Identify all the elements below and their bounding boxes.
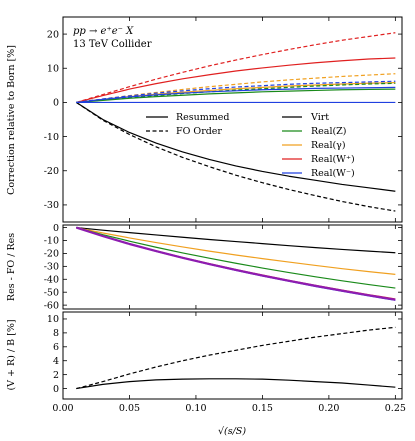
legend-label-resummed: Resummed [176, 112, 230, 123]
panel-middle-xticks [62, 225, 396, 309]
series-line-real-w-plus-real-w-minus [75, 226, 396, 301]
x-tick-label: 0.00 [52, 403, 73, 414]
panel-bottom-yticks: 0 2 4 6 8 10 [47, 314, 402, 395]
y-tick-label: -30 [44, 262, 59, 273]
panel-middle-yticks: 0 -10 -20 -30-40 -50 -60 [44, 223, 402, 311]
y-tick-label: 2 [53, 370, 59, 381]
legend-entry-real-w-minus: Real(W⁻) [282, 168, 355, 179]
y-axis-label-middle: Res - FO / Res [6, 233, 17, 301]
x-axis-label: √(s/S) [218, 426, 246, 437]
series-line-real-w-plus [76, 57, 396, 104]
y-tick-label: -50 [44, 287, 59, 298]
annotation-collider: 13 TeV Collider [73, 39, 152, 50]
series-line-real-w-minus [76, 227, 396, 301]
y-tick-label: -10 [44, 236, 59, 247]
legend-label-real-w-plus: Real(W⁺) [311, 154, 355, 165]
series-line-fo-order-fo [76, 326, 396, 390]
legend-entry-real-gamma: Real(γ) [282, 140, 346, 151]
panel-bottom-frame [62, 311, 403, 400]
panel-middle-frame [62, 224, 403, 310]
panel-top-series [75, 32, 396, 212]
series-line-real-gamma [76, 226, 396, 275]
panel-top: -30 -20 -10 0 10 20 pp → e⁺e⁻ X 13 TeV Collid… [6, 16, 403, 223]
panel-top-yticks: -30 -20 -10 0 10 20 [44, 29, 402, 211]
legend: Resummed FO Order Virt Real(Z) Real(γ) R… [146, 112, 355, 179]
series-line-real-w-minus [76, 86, 396, 104]
y-tick-label: -10 [44, 132, 59, 143]
y-axis-label-bottom: (V + R) / B [%] [6, 319, 17, 390]
y-tick-label: -20 [44, 166, 59, 177]
x-tick-label: 0.10 [185, 403, 206, 414]
y-tick-label: 10 [47, 314, 59, 325]
x-tick-label: 0.20 [318, 403, 339, 414]
x-tick-label: 0.25 [385, 403, 406, 414]
series-line-virt [75, 101, 396, 192]
panel-top-frame [62, 16, 403, 223]
series-line-virt-fo [75, 101, 396, 212]
legend-entry-virt: Virt [282, 112, 329, 123]
y-tick-label: -20 [44, 249, 59, 260]
panel-bottom: 0 2 4 6 8 10 0.00 0.05 0.10 0.15 0.20 0.25 (V + R)… [6, 311, 406, 437]
y-tick-label: 8 [53, 328, 59, 339]
series-line-real-w-minus-fo [76, 80, 396, 104]
legend-label-virt: Virt [310, 112, 329, 123]
series-line-virt [76, 226, 396, 254]
y-tick-label: 0 [53, 98, 59, 109]
series-line-resummed [76, 378, 396, 390]
legend-label-real-w-minus: Real(W⁻) [311, 168, 355, 179]
x-tick-label: 0.15 [252, 403, 273, 414]
panel-bottom-series [76, 326, 396, 390]
annotation-process: pp → e⁺e⁻ X [73, 26, 134, 37]
legend-entry-real-w-plus: Real(W⁺) [282, 154, 355, 165]
panel-top-xticks [62, 17, 396, 222]
legend-entry-resummed: Resummed [146, 112, 230, 123]
y-axis-label-top: Correction relative to Born [%] [6, 45, 17, 195]
legend-label-real-gamma: Real(γ) [311, 140, 346, 151]
legend-entry-fo-order: FO Order [146, 126, 222, 137]
x-tick-label: 0.05 [119, 403, 140, 414]
legend-label-real-z: Real(Z) [311, 126, 347, 137]
y-tick-label: -40 [44, 274, 59, 285]
y-tick-label: 0 [53, 223, 59, 234]
series-line-real-z-fo [76, 82, 396, 104]
series-line-real-z [76, 227, 396, 289]
panel-middle-series [75, 226, 396, 301]
panel-bottom-xticks: 0.00 0.05 0.10 0.15 0.20 0.25 [52, 312, 406, 414]
y-tick-label: -60 [44, 300, 59, 311]
y-tick-label: 0 [53, 384, 59, 395]
legend-label-fo-order: FO Order [176, 126, 222, 137]
series-line-real-w-plus-fo [76, 32, 396, 103]
y-tick-label: 6 [53, 342, 59, 353]
y-tick-label: 4 [53, 356, 59, 367]
y-tick-label: 10 [47, 63, 59, 74]
panel-middle: 0 -10 -20 -30-40 -50 -60 Res - FO / Res [6, 223, 403, 311]
series-line-real-z [76, 88, 396, 104]
legend-entry-real-z: Real(Z) [282, 126, 347, 137]
y-tick-label: 20 [47, 29, 59, 40]
y-tick-label: -30 [44, 200, 59, 211]
